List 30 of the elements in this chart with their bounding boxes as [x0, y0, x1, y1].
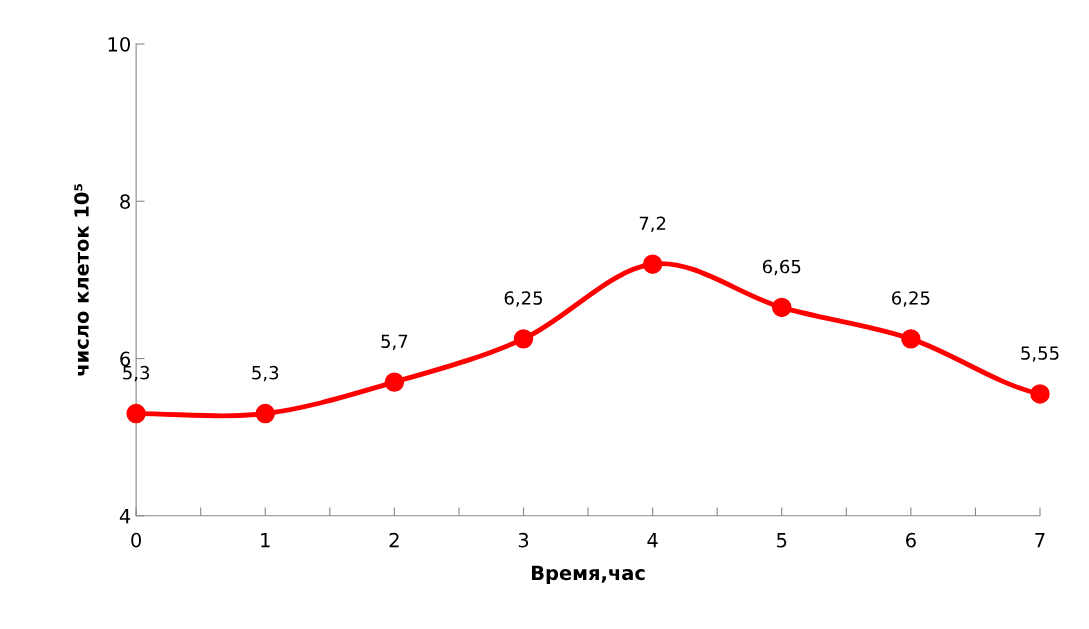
- data-label: 5,3: [252, 365, 279, 382]
- x-tick-label: 3: [518, 532, 529, 548]
- point: [513, 329, 534, 349]
- data-label: 6,25: [504, 291, 543, 307]
- x-axis-title: Время,час: [532, 565, 645, 584]
- y-tick-label: 8: [120, 194, 130, 209]
- x-tick-label: 0: [131, 532, 142, 548]
- x-tick-label: 5: [777, 533, 787, 548]
- x-tick-label: 1: [261, 533, 270, 548]
- y-tick-label: 10: [108, 36, 130, 52]
- y-tick-label: 6: [120, 351, 131, 367]
- point: [772, 297, 792, 318]
- data-label: 6,25: [892, 291, 930, 307]
- x-tick-label: 6: [906, 532, 916, 548]
- x-tick-label: 2: [389, 532, 399, 548]
- point: [1030, 384, 1050, 404]
- data-label: 5,3: [123, 365, 150, 382]
- point: [255, 403, 275, 424]
- data-label: 5,7: [381, 334, 408, 350]
- point: [126, 403, 146, 424]
- y-axis-title: число клеток 10⁵: [74, 184, 89, 376]
- x-tick-label: 4: [647, 533, 658, 548]
- data-label: 5,55: [1021, 346, 1059, 362]
- point: [901, 329, 921, 349]
- x-tick-label: 7: [1035, 533, 1045, 548]
- data-label: 7,2: [639, 216, 666, 232]
- point: [642, 254, 663, 274]
- y-tick-label: 4: [119, 508, 131, 524]
- point: [384, 372, 405, 392]
- data-label: 6,65: [762, 259, 801, 276]
